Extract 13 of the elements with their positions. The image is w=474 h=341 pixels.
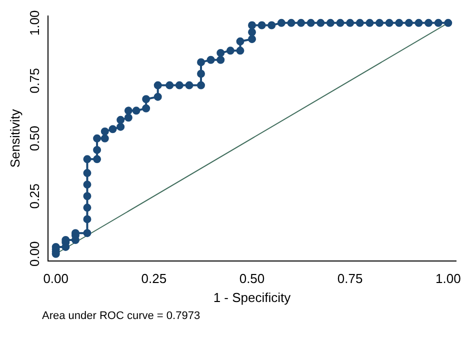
x-tick-label: 0.25 bbox=[141, 271, 167, 286]
y-tick-label: 1.00 bbox=[27, 10, 42, 36]
x-axis-title: 1 - Specificity bbox=[213, 290, 292, 305]
x-tick-label: 0.75 bbox=[337, 271, 363, 286]
y-tick-label: 0.00 bbox=[27, 241, 42, 267]
y-tick-label: 0.25 bbox=[27, 183, 42, 209]
y-axis-title: Sensitivity bbox=[7, 108, 22, 168]
x-tick-label: 1.00 bbox=[436, 271, 461, 286]
y-tick-label: 0.75 bbox=[27, 68, 42, 94]
x-tick-label: 0.50 bbox=[239, 271, 265, 286]
x-tick-label: 0.00 bbox=[43, 271, 68, 286]
text: Area under ROC curve = 0.7973 bbox=[42, 310, 202, 322]
y-tick-label: 0.50 bbox=[27, 126, 42, 152]
